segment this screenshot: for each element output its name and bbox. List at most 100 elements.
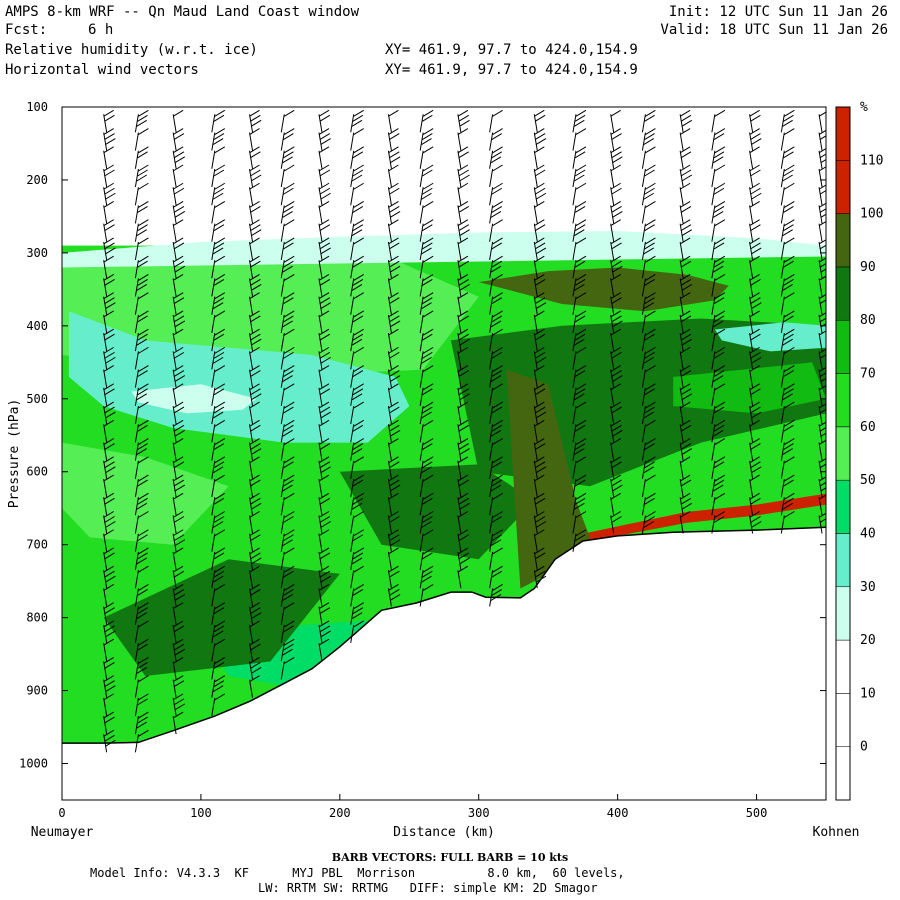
wind-barb: [711, 310, 726, 333]
wind-barb: [172, 693, 186, 716]
wind-barb: [749, 474, 760, 498]
colorbar-band: [835, 479, 851, 534]
wind-barb: [211, 620, 226, 644]
wind-barb: [780, 292, 795, 315]
wind-barb: [211, 492, 226, 516]
wind-barb: [489, 146, 503, 169]
wind-barb: [103, 146, 114, 169]
wind-barb: [318, 328, 331, 352]
wind-barb: [749, 401, 762, 425]
wind-barb: [103, 711, 115, 735]
wind-barb: [780, 438, 795, 461]
wind-barb: [211, 565, 226, 589]
wind-barb: [172, 638, 186, 662]
wind-barb: [419, 401, 434, 425]
wind-barb: [818, 202, 826, 224]
wind-barb: [818, 239, 826, 261]
colorbar-label: 70: [860, 367, 876, 382]
wind-barb: [134, 109, 149, 133]
wind-barb: [103, 237, 116, 261]
wind-barb: [533, 401, 547, 425]
wind-barb: [103, 419, 114, 443]
wind-barb: [641, 438, 656, 461]
wind-barb: [280, 547, 295, 571]
colorbar-band: [835, 426, 851, 481]
wind-barb: [103, 729, 116, 753]
wind-barb: [211, 511, 226, 534]
wind-barb: [249, 529, 261, 552]
wind-barb: [679, 419, 692, 443]
wind-barb: [457, 201, 469, 224]
wind-barb: [211, 456, 226, 479]
wind-barb: [489, 565, 503, 589]
rh-region-100-110-2: [506, 369, 590, 589]
wind-barb: [249, 656, 262, 680]
wind-barb: [280, 620, 295, 644]
wind-barb: [610, 201, 623, 224]
wind-barb: [387, 328, 399, 352]
wind-barb: [641, 346, 656, 370]
wind-barb: [318, 128, 331, 151]
wind-barb: [533, 310, 545, 333]
wind-barb: [749, 492, 761, 516]
wind-barb: [679, 164, 693, 188]
wind-barb: [350, 511, 364, 534]
wind-barb: [350, 547, 364, 571]
colorbar-band: [835, 586, 851, 641]
wind-barb: [610, 182, 622, 206]
wind-barb: [641, 128, 656, 151]
wind-barb: [249, 565, 260, 589]
wind-barb: [679, 511, 691, 534]
wind-barb: [457, 365, 469, 388]
colorbar-label: 60: [860, 420, 876, 435]
wind-barb: [211, 675, 226, 698]
wind-barb: [489, 328, 503, 352]
wind-barb: [134, 511, 149, 534]
wind-barb: [134, 310, 149, 333]
wind-barb: [172, 219, 184, 242]
wind-barb: [457, 401, 469, 425]
wind-barb: [457, 474, 469, 498]
wind-barb: [387, 365, 401, 388]
wind-barb: [280, 602, 295, 625]
wind-barb: [249, 346, 260, 370]
wind-barb: [249, 292, 260, 315]
wind-barb: [818, 312, 826, 333]
wind-barb: [641, 164, 656, 188]
wind-barb: [780, 128, 795, 151]
wind-barb: [457, 255, 469, 279]
wind-barb: [641, 219, 656, 242]
wind-barb: [249, 638, 261, 662]
wind-barb: [103, 602, 115, 625]
wind-barb: [249, 474, 261, 498]
wind-barb: [387, 511, 400, 534]
wind-barb: [419, 438, 434, 461]
wind-barb: [780, 182, 795, 206]
colorbar-label: 0: [860, 740, 868, 755]
wind-barb: [280, 346, 295, 370]
wind-barb: [103, 620, 116, 644]
wind-barb: [387, 219, 399, 242]
wind-barb: [818, 366, 826, 388]
wind-barb: [419, 146, 434, 169]
wind-barb: [610, 310, 623, 333]
wind-barb: [419, 328, 434, 352]
wind-barb: [610, 164, 621, 188]
wind-barb: [419, 419, 434, 443]
wind-barb: [533, 237, 547, 261]
wind-barb: [350, 438, 364, 461]
wind-barb: [280, 529, 295, 552]
wind-barb: [280, 565, 295, 589]
wind-barb: [572, 146, 587, 169]
wind-barb: [572, 201, 587, 224]
wind-barb: [533, 565, 547, 589]
wind-barb: [280, 201, 295, 224]
wind-barb: [711, 164, 726, 188]
wind-barb: [780, 219, 795, 242]
wind-barb: [780, 456, 795, 479]
wind-barb: [610, 492, 621, 516]
wind-barb: [249, 128, 260, 151]
wind-barb: [419, 474, 434, 498]
wind-barb: [572, 456, 587, 479]
